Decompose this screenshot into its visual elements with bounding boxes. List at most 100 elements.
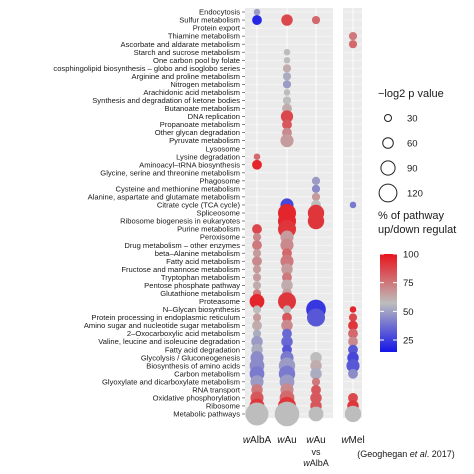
bubble-point [348,368,358,379]
bubble-point [283,56,291,64]
y-tick-label: Alanine, aspartate and glutamate metabol… [88,193,240,202]
y-tick-label: Tryptophan metabolism [161,273,240,282]
y-tick-label: Biosynthesis of amino acids [146,361,240,370]
bubble-point [311,192,321,202]
y-tick-label: Cysteine and methionine metabolism [115,184,240,193]
y-tick-label: Butanoate metabolism [164,104,240,113]
bubble-point [252,224,262,234]
bubble-point [281,279,293,292]
y-tick-label: Pentose phosphate pathway [144,281,240,290]
x-tick-label-line: vs [312,447,322,457]
color-legend-title: up/down regulat [378,224,456,236]
bubble-point [282,72,292,81]
bubble-point [249,294,265,309]
bubble-point [348,344,358,355]
y-tick-label: Ribosome [206,402,240,411]
y-tick-label: Valine, leucine and isoleucine degradati… [98,337,240,346]
bubble-point [252,233,262,242]
bubble-point [252,320,262,331]
bubble-point [348,392,358,403]
size-legend-label: 120 [407,189,423,200]
y-tick-label: Drug metabolism – other enzymes [124,241,240,250]
y-tick-label: Glyoxylate and dicarboxylate metabolism [102,377,240,386]
bubble-point [306,308,326,327]
y-tick-label: Aminoacyl–tRNA biosynthesis [139,160,240,169]
bubble-point [280,110,294,123]
size-legend-label: 90 [407,164,418,175]
y-tick-label: Arginine and proline metabolism [132,72,240,81]
y-tick-label: Oxidative phosphorylation [153,394,240,403]
y-tick-label: Peroxisome [200,233,240,242]
y-tick-label: Glycolysis / Gluconeogenesis [141,353,240,362]
bubble-point [252,256,262,267]
bubble-point [311,176,321,185]
size-legend-key [380,160,396,176]
size-legend-key [382,137,394,149]
color-legend-bar [380,254,397,352]
bubble-point [250,375,264,389]
bubble-point [252,329,262,338]
y-tick-label: Spliceosome [197,209,240,218]
bubble-point [348,32,358,41]
bubble-point [252,265,262,274]
y-tick-label: Sulfur metabolism [179,16,240,25]
size-legend-label: 30 [407,114,418,125]
bubble-point [281,14,293,26]
y-tick-label: Fatty acid metabolism [166,257,240,266]
bubble-point [310,351,322,364]
y-tick-label: Other glycan degradation [155,128,240,137]
bubble-point [349,306,357,313]
bubble-point [251,335,263,348]
bubble-point [252,15,262,25]
bubble-point [310,368,322,380]
bubble-point [245,402,269,426]
bubble-point [283,89,291,96]
bubble-point [307,212,325,230]
bubble-point [282,328,292,339]
bubble-point [277,292,297,311]
y-tick-label: Nitrogen metabolism [170,80,240,89]
bubble-point [311,377,321,386]
bubble-point [311,384,321,395]
x-tick-label: wAu [306,435,325,446]
bubble-point [311,184,321,193]
bubble-point [348,313,358,322]
size-legend-label: 60 [407,139,418,150]
y-tick-label: Glutathione metabolism [160,289,240,298]
bubble-point [280,134,294,148]
bubble-point [252,249,262,258]
y-tick-label: beta–Alanine metabolism [155,249,240,258]
bubble-point [252,305,262,314]
y-tick-label: DNA replication [188,112,240,121]
wmel-citation: (Geoghegan et al. 2017) [357,449,455,459]
y-tick-label: Lysosome [206,144,240,153]
bubble-point [348,336,358,347]
bubble-point [282,80,292,89]
bubble-point [282,119,292,130]
y-tick-label: Amino sugar and nucleotide sugar metabol… [84,321,240,330]
y-tick-label: Endocytosis [199,8,240,17]
y-tick-label: Carbon metabolism [174,369,240,378]
size-legend-key [378,183,398,203]
bubble-point [283,48,291,56]
bubble-point [310,392,322,404]
bubble-point [349,201,357,209]
bubble-point [348,328,358,339]
y-tick-label: cosphingolipid biosynthesis – globo and … [53,64,240,73]
bubble-point [282,64,292,73]
color-legend-label: 25 [403,336,414,347]
y-tick-label: 2–Oxocarboxylic acid metabolism [127,329,240,338]
y-tick-label: Phagosome [199,176,240,185]
color-legend-label: 50 [403,307,414,318]
y-tick-label: Protein processing in endoplasmic reticu… [91,313,240,322]
y-tick-label: Protein export [193,24,241,33]
y-tick-label: Starch and sucrose metabolism [134,48,240,57]
y-tick-label: Ribosome biogenesis in eukaryotes [120,217,240,226]
bubble-point [282,96,292,105]
bubble-point [252,313,262,322]
bubble-point [274,401,300,427]
bubble-point [281,335,293,348]
bubble-point [282,272,292,283]
color-legend-label: 75 [403,278,414,289]
